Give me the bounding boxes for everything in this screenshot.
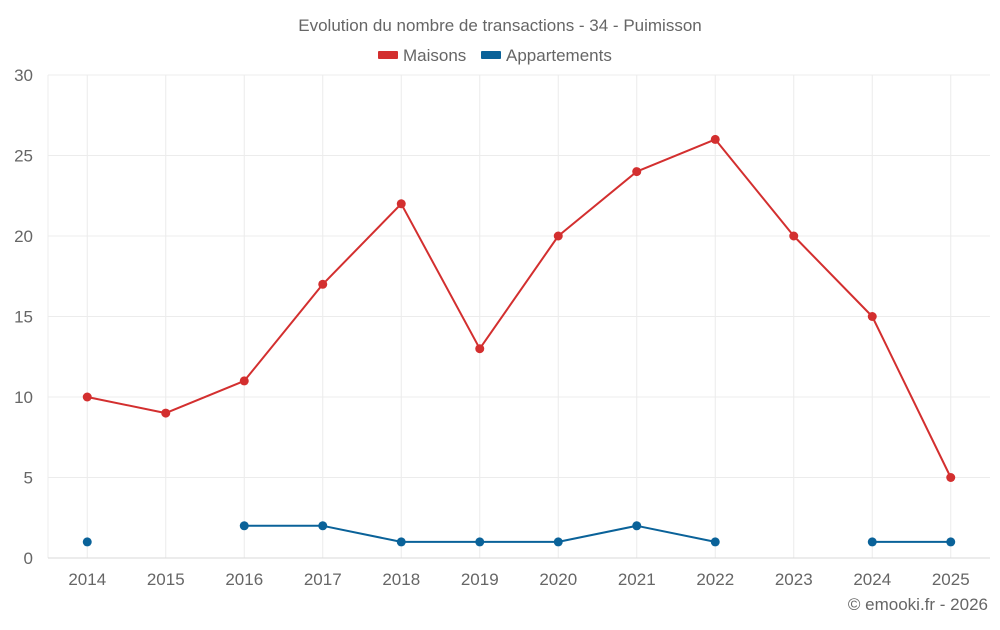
series-appartements bbox=[82, 521, 956, 547]
x-tick-label: 2020 bbox=[539, 570, 577, 589]
y-tick-label: 0 bbox=[24, 549, 33, 568]
data-point-appartements-2020[interactable] bbox=[553, 537, 563, 547]
x-tick-label: 2021 bbox=[618, 570, 656, 589]
data-point-maisons-2020[interactable] bbox=[553, 231, 563, 241]
legend-label: Maisons bbox=[403, 46, 466, 65]
data-point-appartements-2016[interactable] bbox=[239, 521, 249, 531]
data-point-maisons-2025[interactable] bbox=[946, 473, 956, 482]
legend-item-appartements[interactable]: Appartements bbox=[481, 46, 612, 65]
data-point-maisons-2022[interactable] bbox=[710, 134, 720, 144]
data-point-appartements-2021[interactable] bbox=[632, 521, 642, 531]
data-point-appartements-2014[interactable] bbox=[82, 537, 92, 547]
data-point-maisons-2021[interactable] bbox=[632, 167, 642, 177]
y-tick-label: 20 bbox=[14, 227, 33, 246]
data-point-appartements-2019[interactable] bbox=[475, 537, 485, 547]
x-tick-label: 2015 bbox=[147, 570, 185, 589]
data-point-appartements-2017[interactable] bbox=[318, 521, 328, 531]
data-point-maisons-2018[interactable] bbox=[396, 199, 406, 209]
chart-title: Evolution du nombre de transactions - 34… bbox=[298, 16, 701, 35]
legend: Maisons Appartements bbox=[378, 46, 612, 65]
data-point-appartements-2018[interactable] bbox=[396, 537, 406, 547]
y-tick-label: 30 bbox=[14, 66, 33, 85]
x-axis: 2014 2015 2016 2017 2018 2019 2020 2021 2022 2023… bbox=[48, 557, 990, 589]
grid-lines bbox=[47, 74, 990, 558]
x-tick-label: 2023 bbox=[775, 570, 813, 589]
data-point-maisons-2014[interactable] bbox=[82, 392, 92, 402]
x-tick-label: 2019 bbox=[461, 570, 499, 589]
data-point-maisons-2017[interactable] bbox=[318, 279, 328, 289]
y-axis: 0 5 10 15 20 25 30 bbox=[14, 66, 33, 568]
data-point-appartements-2024[interactable] bbox=[867, 537, 877, 547]
legend-item-maisons[interactable]: Maisons bbox=[378, 46, 466, 65]
series-line-maisons bbox=[87, 138, 952, 478]
x-tick-label: 2022 bbox=[696, 570, 734, 589]
x-tick-label: 2017 bbox=[304, 570, 342, 589]
data-point-maisons-2019[interactable] bbox=[475, 344, 485, 354]
series-layer bbox=[82, 134, 956, 547]
x-tick-label: 2024 bbox=[853, 570, 891, 589]
data-point-maisons-2015[interactable] bbox=[161, 408, 171, 418]
y-tick-label: 5 bbox=[24, 469, 33, 488]
legend-swatch bbox=[378, 51, 398, 59]
legend-label: Appartements bbox=[506, 46, 612, 65]
data-point-appartements-2025[interactable] bbox=[946, 537, 956, 547]
x-tick-label: 2014 bbox=[68, 570, 106, 589]
data-point-maisons-2024[interactable] bbox=[867, 312, 877, 321]
y-tick-label: 25 bbox=[14, 147, 33, 166]
data-point-appartements-2022[interactable] bbox=[710, 537, 720, 547]
x-tick-label: 2016 bbox=[225, 570, 263, 589]
series-maisons bbox=[82, 134, 956, 482]
y-tick-label: 10 bbox=[14, 388, 33, 407]
credit-label: © emooki.fr - 2026 bbox=[848, 595, 988, 614]
y-tick-label: 15 bbox=[14, 308, 33, 327]
legend-swatch bbox=[481, 51, 501, 59]
x-tick-label: 2018 bbox=[382, 570, 420, 589]
data-point-maisons-2016[interactable] bbox=[239, 376, 249, 386]
x-tick-label: 2025 bbox=[932, 570, 970, 589]
data-point-maisons-2023[interactable] bbox=[789, 231, 799, 241]
